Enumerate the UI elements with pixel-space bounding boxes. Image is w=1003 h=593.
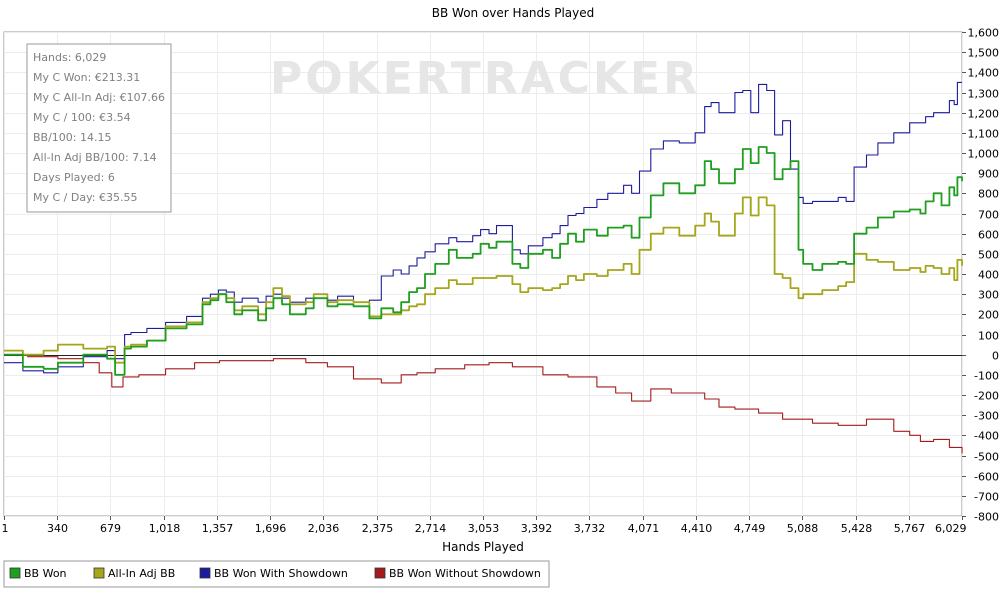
x-tick-label: 2,375	[362, 522, 394, 535]
stat-line: Days Played: 6	[33, 171, 115, 184]
y-tick-label: 100	[978, 330, 999, 343]
y-tick-label: 1,500	[968, 47, 1000, 60]
stat-line: My C / Day: €35.55	[33, 191, 138, 204]
y-tick-label: 700	[978, 209, 999, 222]
legend-label-bb-won: BB Won	[24, 567, 67, 580]
y-tick-label: -400	[974, 430, 999, 443]
legend-swatch-bb-won	[9, 567, 21, 579]
y-tick-label: 1,200	[968, 108, 1000, 121]
x-tick-label: 1	[2, 522, 9, 535]
x-tick-label: 1,696	[255, 522, 287, 535]
y-tick-label: 0	[992, 350, 999, 363]
stat-line: BB/100: 14.15	[33, 131, 112, 144]
x-tick-label: 5,767	[894, 522, 926, 535]
y-tick-label: -500	[974, 451, 999, 464]
stat-line: Hands: 6,029	[33, 51, 106, 64]
x-tick-label: 340	[47, 522, 68, 535]
series-line-bb-won	[4, 146, 963, 376]
legend: BB Won All-In Adj BB BB Won With Showdown B…	[3, 560, 550, 588]
stat-line: My C All-In Adj: €107.66	[33, 91, 165, 104]
stat-line: All-In Adj BB/100: 7.14	[33, 151, 157, 164]
y-tick-label: 1,300	[968, 88, 1000, 101]
x-tick-label: 3,732	[574, 522, 606, 535]
y-tick-label: 1,400	[968, 67, 1000, 80]
x-tick-label: 3,053	[468, 522, 500, 535]
x-tick-label: 4,071	[628, 522, 660, 535]
x-axis: 1 340 679 1,018 1,357 1,696 2,036 2,375 2,714 3,0…	[2, 516, 967, 535]
y-tick-label: -600	[974, 471, 999, 484]
chart-title: BB Won over Hands Played	[432, 6, 594, 20]
x-tick-label: 679	[100, 522, 121, 535]
y-tick-label: 1,100	[968, 128, 1000, 141]
y-tick-label: 200	[978, 309, 999, 322]
series-lines	[4, 81, 963, 454]
y-tick-label: 400	[978, 269, 999, 282]
y-tick-label: 500	[978, 249, 999, 262]
y-tick-label: -100	[974, 370, 999, 383]
legend-label-all-in-adj-bb: All-In Adj BB	[108, 567, 175, 580]
legend-label-bb-won-with-showdown: BB Won With Showdown	[214, 567, 348, 580]
x-tick-label: 1,018	[149, 522, 181, 535]
stats-box: Hands: 6,029 My C Won: €213.31 My C All-In…	[26, 43, 172, 213]
y-tick-label: 600	[978, 229, 999, 242]
y-tick-label: 300	[978, 289, 999, 302]
y-tick-label: 900	[978, 168, 999, 181]
x-axis-title: Hands Played	[442, 540, 524, 554]
watermark: POKERTRACKER	[270, 53, 700, 104]
y-tick-label: 1,000	[968, 148, 1000, 161]
y-axis: -800 -700 -600 -500 -400 -300 -200 -100 0 100 200 3…	[962, 27, 999, 524]
stat-line: My C / 100: €3.54	[33, 111, 131, 124]
legend-swatch-bb-won-with-showdown	[199, 567, 211, 579]
x-tick-label: 5,088	[787, 522, 819, 535]
x-tick-label: 2,714	[415, 522, 447, 535]
y-tick-label: 800	[978, 188, 999, 201]
y-tick-label: -200	[974, 390, 999, 403]
y-tick-label: -300	[974, 410, 999, 423]
x-tick-label: 6,029	[935, 522, 967, 535]
stat-line: My C Won: €213.31	[33, 71, 140, 84]
x-tick-label: 3,392	[521, 522, 553, 535]
legend-label-bb-won-without-showdown: BB Won Without Showdown	[389, 567, 541, 580]
x-tick-label: 1,357	[202, 522, 234, 535]
legend-swatch-all-in-adj-bb	[93, 567, 105, 579]
legend-swatch-bb-won-without-showdown	[374, 567, 386, 579]
x-tick-label: 5,428	[841, 522, 873, 535]
x-tick-label: 4,749	[734, 522, 766, 535]
x-tick-label: 4,410	[681, 522, 713, 535]
y-tick-label: -700	[974, 491, 999, 504]
x-tick-label: 2,036	[308, 522, 340, 535]
y-tick-label: 1,600	[968, 27, 1000, 40]
y-tick-label: -800	[974, 511, 999, 524]
series-line-bb-won-without-showdown	[4, 354, 963, 454]
